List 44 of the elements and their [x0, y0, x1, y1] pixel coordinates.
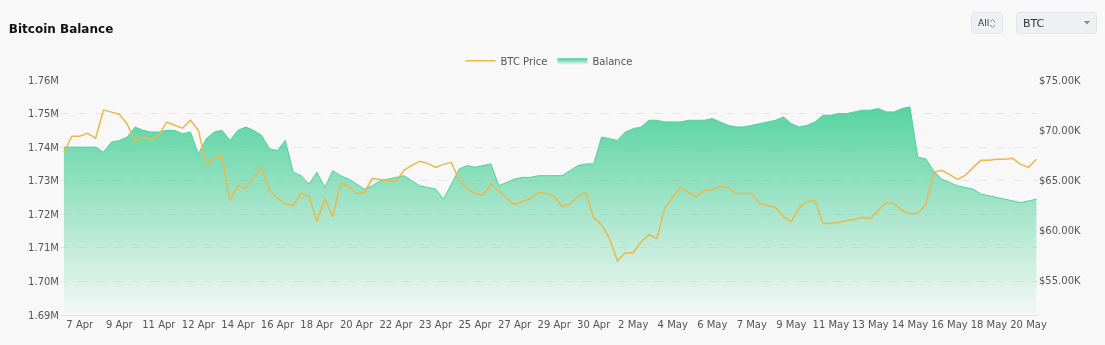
y2-tick-label: $55.00K — [1039, 275, 1081, 287]
y-tick-label: 1.69M — [28, 309, 59, 321]
x-tick-label: 13 May — [852, 319, 889, 330]
legend-label: Balance — [592, 55, 633, 67]
chart-title: Bitcoin Balance — [8, 21, 114, 36]
x-tick-label: 12 Apr — [181, 319, 216, 330]
x-tick-label: 20 Apr — [339, 319, 374, 330]
x-tick-label: 2 May — [618, 319, 649, 330]
x-tick-label: 27 Apr — [498, 319, 533, 330]
x-tick-label: 25 Apr — [458, 319, 493, 330]
x-tick-label: 7 Apr — [66, 319, 95, 330]
x-tick-label: 20 May — [1010, 319, 1047, 330]
y2-tick-label: $60.00K — [1039, 225, 1081, 237]
line-series — [63, 109, 1038, 262]
x-tick-label: 14 May — [891, 319, 929, 330]
x-tick-label: 29 Apr — [537, 319, 572, 330]
asset-dropdown: BTC — [1016, 12, 1097, 34]
x-tick-label: 4 May — [657, 319, 688, 330]
x-tick-label: 9 May — [776, 319, 807, 330]
y-tick-label: 1.71M — [28, 242, 59, 254]
x-tick-label: 16 Apr — [260, 319, 295, 330]
x-tick-label: 7 May — [736, 319, 767, 330]
x-tick-label: 11 Apr — [142, 319, 177, 330]
x-tick-label: 23 Apr — [418, 319, 454, 330]
y2-tick-label: $70.00K — [1039, 124, 1081, 136]
y-tick-label: 1.74M — [28, 141, 59, 153]
x-tick-label: 18 May — [970, 319, 1008, 330]
legend-label: BTC Price — [500, 55, 548, 67]
y2-tick-label: $75.00K — [1039, 74, 1081, 86]
x-tick-label: 16 May — [931, 319, 968, 330]
x-tick-label: 14 Apr — [221, 319, 256, 330]
x-tick-label: 6 May — [697, 319, 728, 330]
y-tick-label: 1.70M — [28, 275, 59, 287]
y-tick-label: 1.75M — [28, 108, 59, 120]
x-tick-label: 9 Apr — [105, 319, 134, 330]
y-tick-label: 1.73M — [28, 175, 59, 187]
y-tick-label: 1.76M — [28, 74, 59, 86]
y-tick-label: 1.72M — [28, 208, 59, 220]
x-tick-label: 30 Apr — [577, 319, 612, 330]
x-tick-label: 22 Apr — [379, 319, 414, 330]
x-tick-label: 18 Apr — [300, 319, 335, 330]
y2-tick-label: $65.00K — [1039, 174, 1081, 186]
range-dropdown: All — [971, 12, 1003, 34]
x-tick-label: 11 May — [812, 319, 850, 330]
